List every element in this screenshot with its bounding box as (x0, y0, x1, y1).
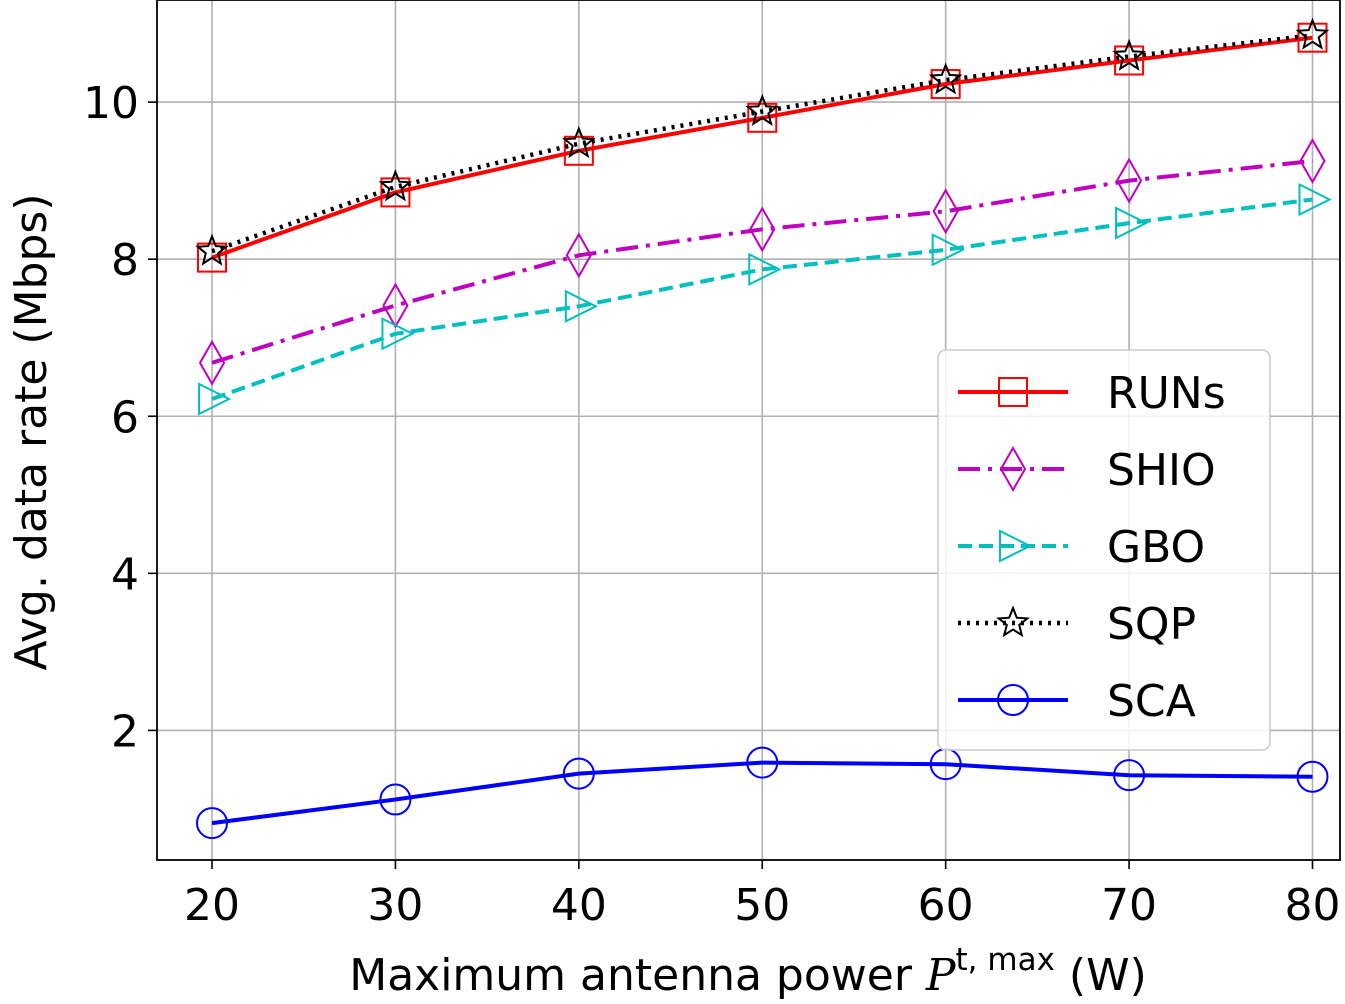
legend-entry: SQP (958, 599, 1196, 650)
triangle-marker (748, 252, 782, 287)
circle-marker (997, 684, 1029, 716)
legend: RUNs SHIO GBO SQP SCA (937, 349, 1271, 751)
series-SHIO (198, 137, 1326, 386)
x-tick-label: 70 (1101, 880, 1157, 931)
star-marker (378, 169, 413, 202)
circle-marker (562, 757, 595, 790)
legend-label: SQP (1107, 599, 1196, 650)
legend-entry: SCA (958, 676, 1196, 727)
thin-diamond-marker (999, 445, 1027, 493)
star-marker (195, 233, 229, 266)
square-marker (1297, 22, 1328, 53)
thin-diamond-marker (749, 206, 776, 253)
x-tick-label: 30 (367, 880, 423, 931)
x-axis-label-main: Maximum antenna power (349, 950, 926, 1001)
triangle-marker (931, 233, 965, 267)
series-GBO (198, 182, 1332, 416)
x-axis-label-symbol: P (925, 950, 957, 1001)
legend-entry: SHIO (958, 445, 1216, 496)
thin-diamond-marker (1299, 137, 1326, 185)
square-marker (998, 377, 1028, 407)
star-marker (561, 125, 596, 159)
x-tick-label: 80 (1284, 880, 1340, 931)
thin-diamond-marker (198, 339, 226, 386)
legend-label: SHIO (1107, 445, 1216, 496)
square-marker (197, 242, 228, 273)
series-line (211, 33, 1313, 254)
triangle-marker (1115, 206, 1149, 240)
series-line (211, 760, 1313, 826)
square-marker (747, 102, 778, 133)
x-tick-label: 40 (551, 880, 607, 931)
triangle-marker (381, 317, 415, 351)
x-tick-label: 50 (734, 880, 790, 931)
y-tick-label: 2 (111, 706, 139, 757)
thin-diamond-marker (932, 188, 959, 235)
triangle-marker (198, 382, 232, 416)
y-tick-label: 10 (83, 78, 139, 129)
legend-box (937, 349, 1271, 751)
legend-entry: GBO (958, 522, 1205, 573)
triangle-marker (1298, 182, 1332, 217)
y-axis-label: Avg. data rate (Mbps) (6, 194, 57, 671)
legend-entry: RUNs (958, 368, 1226, 419)
circle-marker (196, 807, 229, 840)
series-line (211, 159, 1313, 365)
thin-diamond-marker (1115, 157, 1143, 204)
plot-frame (156, 0, 1341, 861)
legend-label: GBO (1107, 522, 1205, 573)
circle-marker (1296, 760, 1329, 793)
triangle-marker (999, 529, 1033, 563)
series-layer (195, 17, 1332, 840)
ticks: 20 30 40 50 60 70 80 2 4 6 8 10 (83, 78, 1340, 931)
series-line (211, 197, 1313, 401)
star-marker (928, 62, 963, 95)
x-tick-label: 60 (918, 880, 974, 931)
legend-label: RUNs (1107, 368, 1226, 419)
star-marker (996, 605, 1030, 638)
square-marker (380, 177, 411, 208)
star-marker (1112, 38, 1146, 71)
circle-marker (1113, 759, 1146, 792)
legend-label: SCA (1107, 676, 1196, 727)
y-tick-label: 4 (111, 549, 139, 600)
series-SQP (195, 17, 1330, 266)
thin-diamond-marker (565, 232, 592, 279)
circle-marker (746, 746, 779, 779)
circle-marker (379, 783, 412, 816)
thin-diamond-marker (382, 282, 409, 329)
x-tick-label: 20 (184, 880, 240, 931)
star-marker (1295, 17, 1330, 50)
x-axis-label-unit: (W) (1055, 950, 1147, 1001)
star-marker (745, 93, 780, 126)
x-axis-label: Maximum antenna power Pt, max (W) (349, 942, 1147, 1001)
y-tick-label: 6 (111, 392, 139, 443)
triangle-marker (564, 289, 599, 323)
y-tick-label: 8 (111, 235, 139, 286)
series-SCA (196, 746, 1329, 840)
x-axis-label-superscript: t, max (956, 942, 1055, 978)
square-marker (1114, 45, 1145, 76)
square-marker (563, 135, 594, 166)
